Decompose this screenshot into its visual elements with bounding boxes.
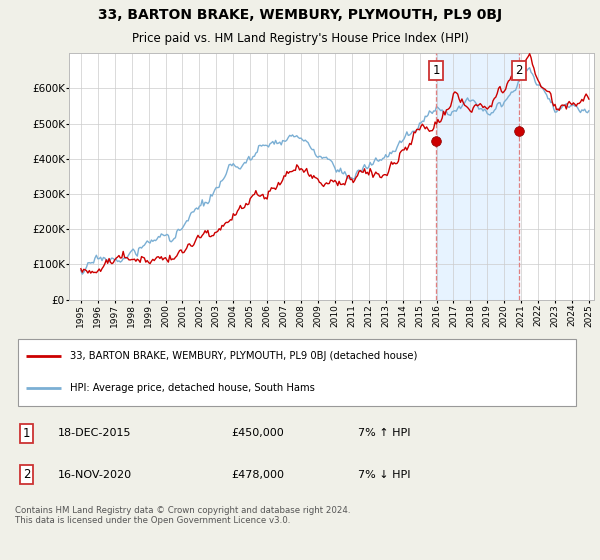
Text: 33, BARTON BRAKE, WEMBURY, PLYMOUTH, PL9 0BJ: 33, BARTON BRAKE, WEMBURY, PLYMOUTH, PL9… <box>98 8 502 22</box>
Text: 1: 1 <box>432 64 440 77</box>
FancyBboxPatch shape <box>18 339 577 406</box>
Text: 2: 2 <box>23 468 30 481</box>
Text: 33, BARTON BRAKE, WEMBURY, PLYMOUTH, PL9 0BJ (detached house): 33, BARTON BRAKE, WEMBURY, PLYMOUTH, PL9… <box>70 351 417 361</box>
Text: 7% ↑ HPI: 7% ↑ HPI <box>358 428 410 438</box>
Text: 16-NOV-2020: 16-NOV-2020 <box>58 470 132 480</box>
Text: Price paid vs. HM Land Registry's House Price Index (HPI): Price paid vs. HM Land Registry's House … <box>131 32 469 45</box>
Text: 7% ↓ HPI: 7% ↓ HPI <box>358 470 410 480</box>
Text: £478,000: £478,000 <box>231 470 284 480</box>
Text: 18-DEC-2015: 18-DEC-2015 <box>58 428 131 438</box>
Text: 2: 2 <box>515 64 523 77</box>
Text: £450,000: £450,000 <box>231 428 284 438</box>
Bar <box>436 53 519 300</box>
Text: 1: 1 <box>23 427 30 440</box>
Text: HPI: Average price, detached house, South Hams: HPI: Average price, detached house, Sout… <box>70 384 314 394</box>
Text: Contains HM Land Registry data © Crown copyright and database right 2024.
This d: Contains HM Land Registry data © Crown c… <box>15 506 350 525</box>
